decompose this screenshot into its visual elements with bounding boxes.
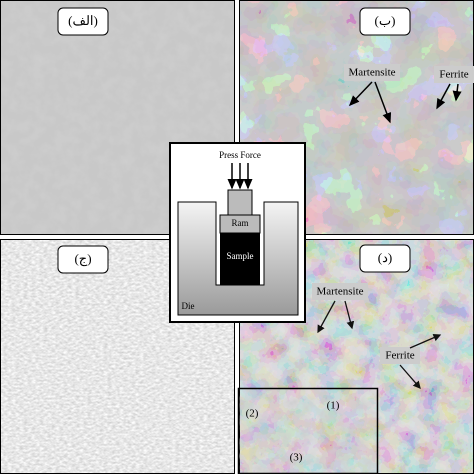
diagram-label: Die — [182, 301, 195, 311]
inset-label: (2) — [246, 408, 259, 420]
panel-label: (د) — [378, 250, 392, 265]
annotation: Ferrite — [385, 350, 414, 362]
diagram-label: Press Force — [219, 150, 261, 160]
diagram-label: Sample — [227, 251, 254, 261]
panel-label: (الف) — [68, 13, 98, 28]
diagram-label: Ram — [232, 218, 249, 228]
annotation: Martensite — [316, 286, 363, 298]
panel-a: (الف) — [0, 0, 235, 235]
panel-label: (ج) — [74, 251, 91, 267]
inset: (1) (2) (3) — [237, 387, 379, 474]
panel-label: (ب) — [375, 13, 396, 28]
annotation: Martensite — [348, 67, 395, 79]
press-diagram: Press Force Ram Sample Die — [169, 142, 306, 323]
inset-label: (3) — [290, 452, 303, 464]
annotation: Ferrite — [439, 69, 468, 81]
inset-label: (1) — [327, 400, 340, 412]
